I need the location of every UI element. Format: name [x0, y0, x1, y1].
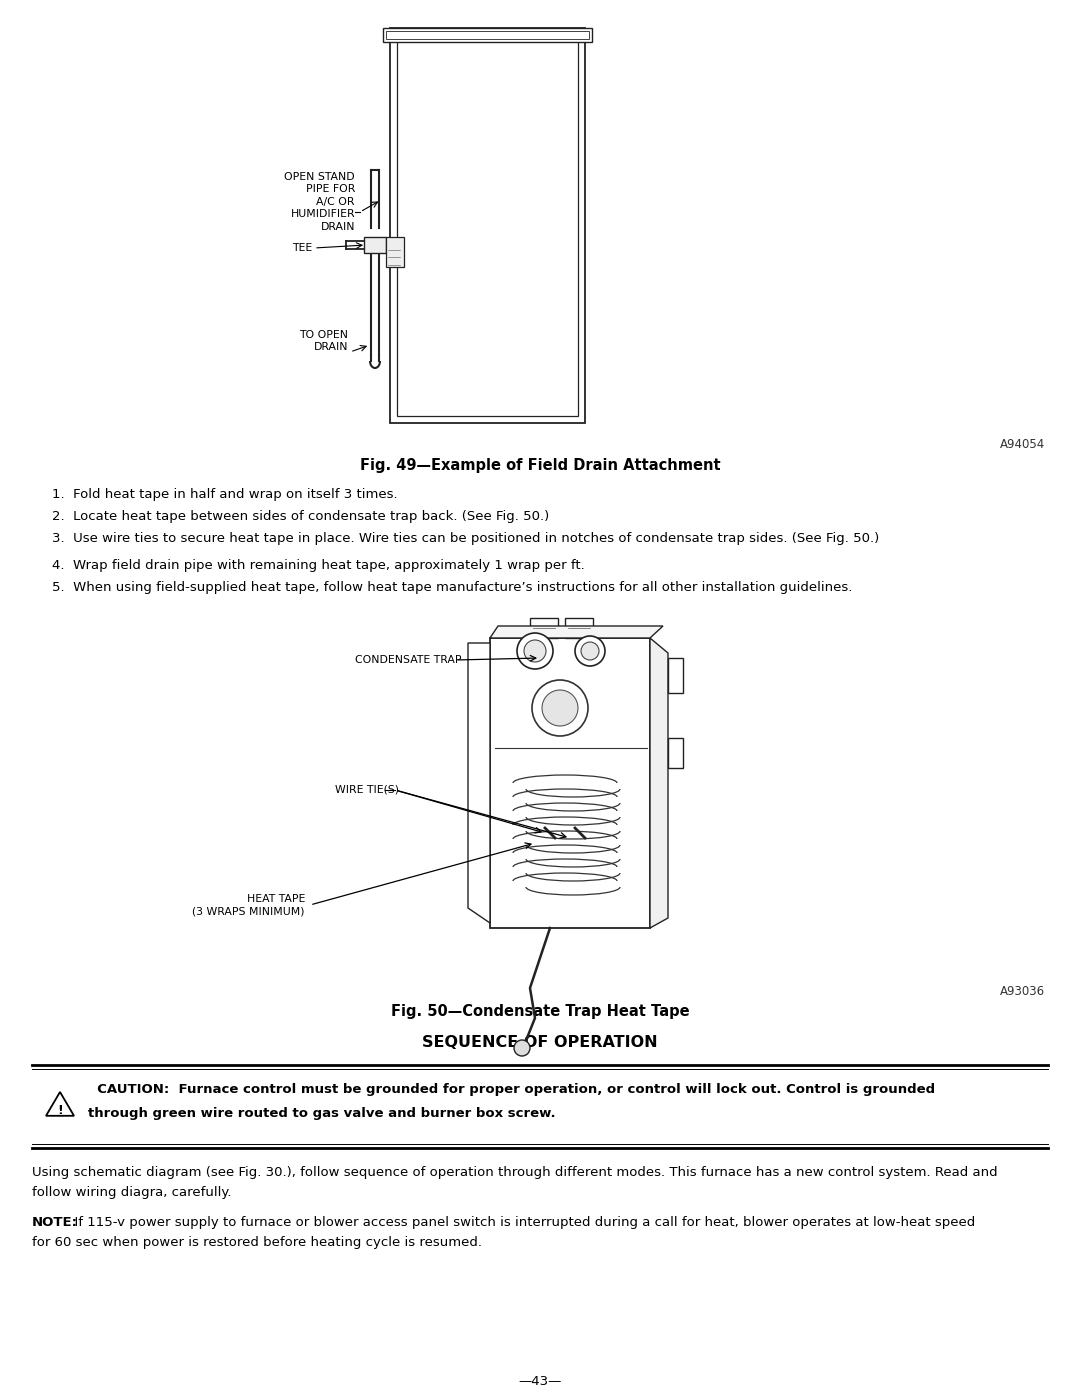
- Bar: [390, 28, 585, 423]
- Text: CONDENSATE TRAP: CONDENSATE TRAP: [355, 655, 461, 665]
- Bar: [669, 658, 683, 693]
- Bar: [383, 28, 592, 42]
- Text: WIRE TIE(S): WIRE TIE(S): [335, 785, 399, 795]
- Bar: [386, 31, 589, 39]
- Text: Using schematic diagram (see Fig. 30.), follow sequence of operation through dif: Using schematic diagram (see Fig. 30.), …: [32, 1166, 998, 1179]
- Text: A94054: A94054: [1000, 439, 1045, 451]
- Bar: [364, 237, 386, 253]
- Circle shape: [575, 636, 605, 666]
- Text: 3.  Use wire ties to secure heat tape in place. Wire ties can be positioned in n: 3. Use wire ties to secure heat tape in …: [52, 532, 879, 545]
- Text: OPEN STAND
PIPE FOR
A/C OR
HUMIDIFIER
DRAIN: OPEN STAND PIPE FOR A/C OR HUMIDIFIER DR…: [284, 172, 355, 232]
- Text: follow wiring diagra, carefully.: follow wiring diagra, carefully.: [32, 1186, 231, 1199]
- Text: HEAT TAPE
(3 WRAPS MINIMUM): HEAT TAPE (3 WRAPS MINIMUM): [192, 894, 305, 916]
- Text: Fig. 49—Example of Field Drain Attachment: Fig. 49—Example of Field Drain Attachmen…: [360, 458, 720, 474]
- Text: If 115-v power supply to furnace or blower access panel switch is interrupted du: If 115-v power supply to furnace or blow…: [66, 1215, 975, 1229]
- Circle shape: [542, 690, 578, 726]
- Text: NOTE:: NOTE:: [32, 1215, 78, 1229]
- Text: —43—: —43—: [518, 1375, 562, 1389]
- Polygon shape: [490, 626, 663, 638]
- Text: SEQUENCE OF OPERATION: SEQUENCE OF OPERATION: [422, 1035, 658, 1051]
- Text: 1.  Fold heat tape in half and wrap on itself 3 times.: 1. Fold heat tape in half and wrap on it…: [52, 488, 397, 502]
- Bar: [565, 617, 593, 638]
- Polygon shape: [468, 643, 490, 923]
- Text: TEE: TEE: [292, 243, 312, 253]
- Circle shape: [581, 643, 599, 659]
- Text: A93036: A93036: [1000, 985, 1045, 997]
- Text: Fig. 50—Condensate Trap Heat Tape: Fig. 50—Condensate Trap Heat Tape: [391, 1004, 689, 1018]
- Bar: [669, 738, 683, 768]
- Bar: [530, 617, 558, 638]
- Text: !: !: [57, 1104, 63, 1116]
- Bar: [490, 638, 650, 928]
- Text: 5.  When using field-supplied heat tape, follow heat tape manufacture’s instruct: 5. When using field-supplied heat tape, …: [52, 581, 852, 594]
- Circle shape: [532, 680, 588, 736]
- Polygon shape: [650, 638, 669, 928]
- Text: through green wire routed to gas valve and burner box screw.: through green wire routed to gas valve a…: [87, 1106, 555, 1120]
- Text: 4.  Wrap field drain pipe with remaining heat tape, approximately 1 wrap per ft.: 4. Wrap field drain pipe with remaining …: [52, 559, 584, 571]
- Text: 2.  Locate heat tape between sides of condensate trap back. (See Fig. 50.): 2. Locate heat tape between sides of con…: [52, 510, 550, 522]
- Polygon shape: [46, 1092, 75, 1116]
- Text: CAUTION:  Furnace control must be grounded for proper operation, or control will: CAUTION: Furnace control must be grounde…: [87, 1083, 935, 1097]
- Text: for 60 sec when power is restored before heating cycle is resumed.: for 60 sec when power is restored before…: [32, 1236, 482, 1249]
- Circle shape: [524, 640, 546, 662]
- Circle shape: [514, 1039, 530, 1056]
- Bar: [386, 237, 404, 267]
- Bar: [397, 35, 578, 416]
- Text: TO OPEN
DRAIN: TO OPEN DRAIN: [299, 330, 348, 352]
- Circle shape: [517, 633, 553, 669]
